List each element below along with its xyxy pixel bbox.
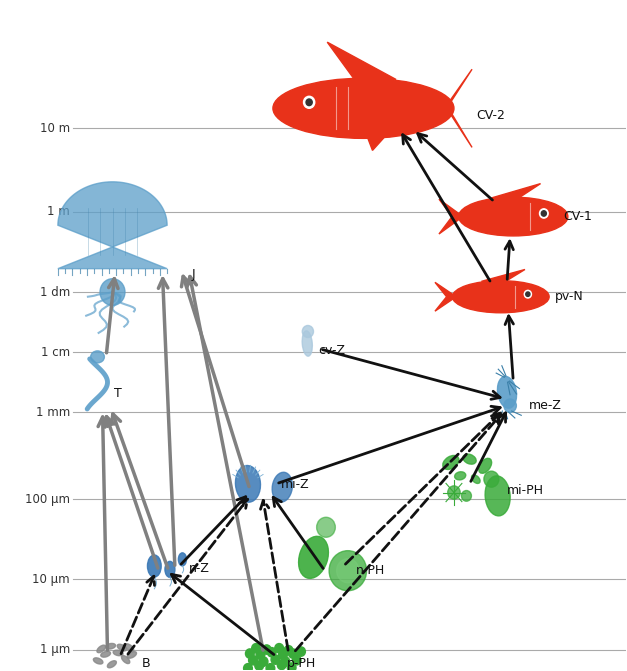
Ellipse shape (178, 553, 186, 566)
Circle shape (275, 643, 283, 653)
Polygon shape (439, 199, 463, 234)
Circle shape (317, 517, 335, 537)
Circle shape (302, 325, 314, 338)
Text: pv-N: pv-N (554, 291, 583, 303)
Text: mi-PH: mi-PH (507, 484, 544, 497)
Circle shape (303, 96, 315, 108)
Ellipse shape (107, 661, 117, 668)
Ellipse shape (455, 472, 466, 480)
Circle shape (248, 656, 257, 665)
Ellipse shape (298, 536, 329, 578)
Circle shape (337, 559, 359, 582)
Circle shape (245, 649, 254, 658)
Circle shape (297, 647, 305, 656)
Text: 10 m: 10 m (40, 122, 70, 135)
Text: J: J (192, 268, 196, 280)
Circle shape (243, 664, 252, 671)
Text: T: T (113, 387, 122, 401)
Circle shape (526, 292, 530, 297)
Text: mi-Z: mi-Z (281, 478, 310, 491)
Text: B: B (142, 657, 150, 670)
Ellipse shape (106, 643, 115, 649)
Circle shape (281, 657, 290, 666)
Ellipse shape (101, 652, 110, 657)
Polygon shape (492, 184, 540, 198)
Ellipse shape (127, 652, 137, 658)
Text: 10 μm: 10 μm (33, 573, 70, 586)
Polygon shape (446, 69, 472, 148)
Circle shape (278, 650, 287, 660)
Ellipse shape (272, 472, 292, 502)
Circle shape (284, 646, 293, 655)
Circle shape (329, 551, 367, 590)
Polygon shape (327, 42, 396, 79)
Text: CV-2: CV-2 (476, 109, 505, 121)
Circle shape (271, 655, 280, 664)
Circle shape (259, 657, 268, 666)
Circle shape (541, 211, 546, 216)
Circle shape (256, 650, 265, 660)
Ellipse shape (100, 278, 125, 305)
Text: n-PH: n-PH (356, 564, 385, 578)
Ellipse shape (125, 643, 134, 652)
Circle shape (288, 649, 297, 658)
Polygon shape (58, 182, 167, 268)
Ellipse shape (273, 79, 454, 138)
Text: 1 dm: 1 dm (40, 286, 70, 299)
Text: 100 μm: 100 μm (25, 493, 70, 506)
Ellipse shape (472, 475, 480, 483)
Circle shape (524, 291, 532, 298)
Circle shape (287, 663, 296, 671)
Polygon shape (491, 300, 510, 312)
Circle shape (251, 643, 260, 653)
Circle shape (255, 661, 263, 670)
Ellipse shape (113, 650, 123, 656)
Circle shape (306, 99, 312, 105)
Circle shape (484, 471, 499, 487)
Polygon shape (502, 221, 524, 235)
Circle shape (262, 645, 271, 654)
Text: me-Z: me-Z (529, 399, 562, 413)
Circle shape (448, 486, 460, 499)
Ellipse shape (485, 476, 510, 516)
Text: CV-1: CV-1 (563, 210, 592, 223)
Text: n-Z: n-Z (189, 562, 209, 575)
Ellipse shape (497, 376, 517, 408)
Text: cv-Z: cv-Z (319, 344, 345, 357)
Text: 1 m: 1 m (47, 205, 70, 218)
Circle shape (539, 209, 548, 218)
Text: 1 mm: 1 mm (36, 406, 70, 419)
Ellipse shape (122, 656, 130, 664)
Circle shape (266, 664, 275, 671)
Text: p-PH: p-PH (287, 657, 317, 670)
Ellipse shape (117, 644, 127, 651)
Ellipse shape (91, 351, 104, 363)
Ellipse shape (458, 197, 568, 236)
Polygon shape (360, 117, 399, 150)
Ellipse shape (302, 331, 312, 356)
Circle shape (461, 491, 472, 501)
Circle shape (292, 656, 301, 665)
Circle shape (277, 660, 286, 670)
Ellipse shape (453, 280, 549, 313)
Ellipse shape (97, 645, 105, 653)
Polygon shape (435, 282, 456, 311)
Ellipse shape (443, 456, 459, 470)
Text: 1 cm: 1 cm (41, 346, 70, 359)
Circle shape (267, 648, 276, 657)
Text: 1 μm: 1 μm (40, 643, 70, 656)
Ellipse shape (478, 458, 492, 473)
Ellipse shape (504, 399, 517, 413)
Ellipse shape (147, 555, 161, 577)
Polygon shape (482, 270, 525, 281)
Ellipse shape (93, 658, 103, 664)
Ellipse shape (235, 466, 260, 502)
Ellipse shape (165, 562, 175, 578)
Ellipse shape (463, 454, 476, 464)
